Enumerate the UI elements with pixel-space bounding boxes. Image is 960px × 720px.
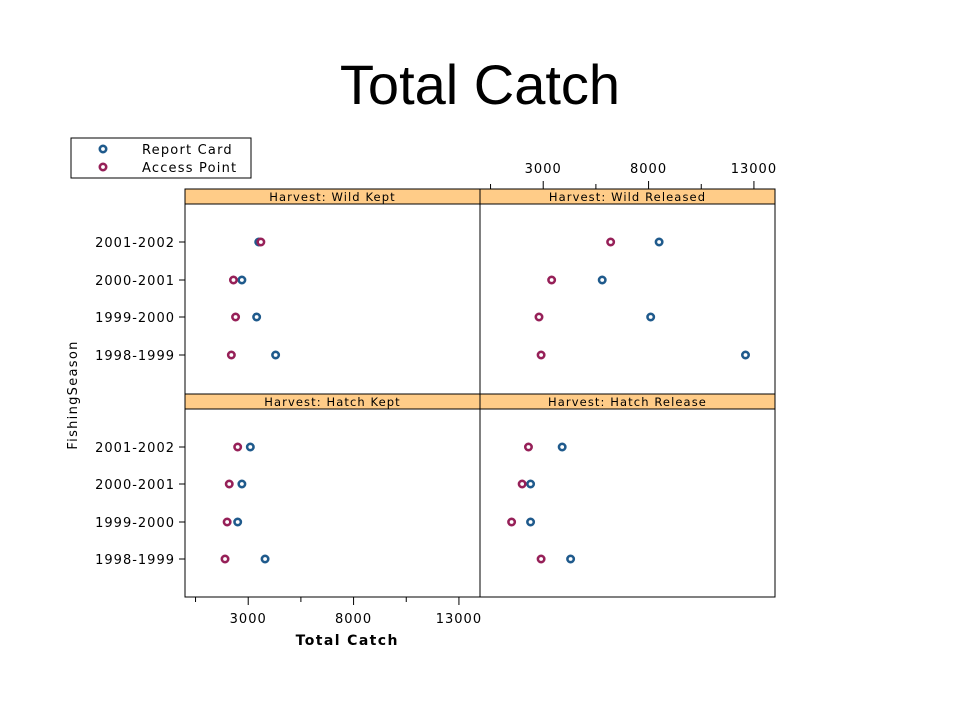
data-point	[252, 312, 262, 322]
slide-title: Total Catch	[339, 53, 621, 116]
legend-label: Access Point	[142, 161, 237, 176]
data-point	[224, 479, 234, 489]
y-tick-label: 2001-2002	[95, 236, 175, 251]
x-tick-label-top: 8000	[630, 162, 667, 177]
data-point	[517, 479, 527, 489]
x-tick-label: 13000	[436, 612, 482, 627]
y-tick-label: 1999-2000	[95, 516, 175, 531]
data-point	[220, 554, 230, 564]
x-tick-label-top: 3000	[525, 162, 562, 177]
data-point	[260, 554, 270, 564]
panel-strip-label: Harvest: Hatch Release	[548, 395, 707, 409]
panel-strip-label: Harvest: Hatch Kept	[264, 395, 401, 409]
data-point	[547, 275, 557, 285]
x-tick-label-top: 13000	[731, 162, 777, 177]
data-point	[507, 517, 517, 527]
data-point	[557, 442, 567, 452]
data-point	[245, 442, 255, 452]
x-tick-label: 8000	[335, 612, 372, 627]
panel-strip-label: Harvest: Wild Released	[549, 190, 706, 204]
data-point	[597, 275, 607, 285]
legend-box	[70, 137, 252, 179]
data-point	[222, 517, 232, 527]
data-point	[226, 350, 236, 360]
data-point	[237, 479, 247, 489]
legend-marker	[98, 162, 108, 172]
data-point	[237, 275, 247, 285]
data-point	[523, 442, 533, 452]
data-point	[526, 517, 536, 527]
data-point	[536, 350, 546, 360]
data-point	[536, 554, 546, 564]
panel-strip	[479, 188, 776, 205]
data-point	[228, 275, 238, 285]
x-axis-title: Total Catch	[296, 633, 399, 649]
data-point	[233, 517, 243, 527]
y-tick-label: 1999-2000	[95, 311, 175, 326]
data-point	[233, 442, 243, 452]
y-tick-label: 2000-2001	[95, 274, 175, 289]
data-point	[231, 312, 241, 322]
data-point	[654, 237, 664, 247]
legend-label: Report Card	[142, 143, 233, 158]
data-point	[271, 350, 281, 360]
x-tick-label: 3000	[230, 612, 267, 627]
data-point	[526, 479, 536, 489]
legend-marker	[98, 144, 108, 154]
y-tick-label: 2000-2001	[95, 478, 175, 493]
data-point	[566, 554, 576, 564]
y-tick-label: 1998-1999	[95, 349, 175, 364]
y-tick-label: 1998-1999	[95, 553, 175, 568]
panel-strip	[479, 393, 776, 410]
data-point	[740, 350, 750, 360]
data-point	[534, 312, 544, 322]
data-point	[606, 237, 616, 247]
panel-strip-label: Harvest: Wild Kept	[269, 190, 395, 204]
data-point	[256, 237, 266, 247]
y-axis-title: FishingSeason	[66, 340, 81, 449]
y-tick-label: 2001-2002	[95, 441, 175, 456]
data-point	[646, 312, 656, 322]
